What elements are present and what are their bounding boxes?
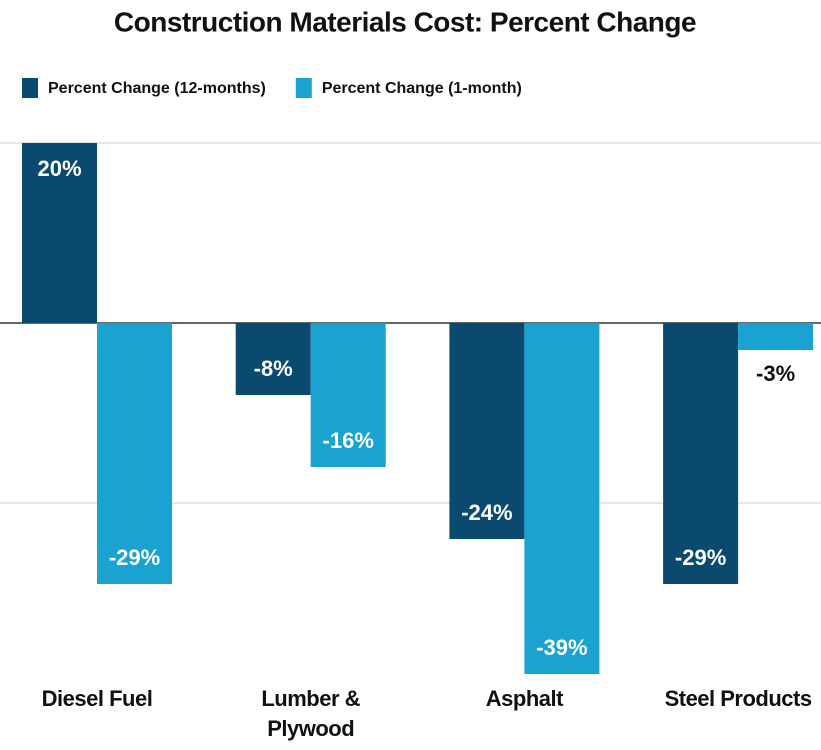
value-label: 20% bbox=[37, 156, 81, 181]
bar bbox=[97, 323, 172, 584]
bar bbox=[22, 143, 97, 323]
x-tick-label: Steel Products bbox=[664, 686, 813, 711]
value-label: -16% bbox=[323, 428, 374, 453]
x-tick-label: Lumber & Plywood bbox=[261, 686, 361, 741]
x-tick-label: Asphalt bbox=[485, 686, 564, 711]
bar bbox=[738, 323, 814, 350]
chart-title: Construction Materials Cost: Percent Cha… bbox=[114, 6, 696, 37]
legend-swatch bbox=[295, 78, 312, 98]
x-tick-label: Diesel Fuel bbox=[41, 686, 153, 711]
value-label: -39% bbox=[536, 635, 587, 660]
value-label: -8% bbox=[254, 356, 293, 381]
legend-label: Percent Change (12-months) bbox=[48, 80, 266, 97]
bar bbox=[449, 323, 525, 539]
legend-swatch bbox=[22, 78, 38, 98]
value-label: -29% bbox=[675, 545, 726, 570]
bar bbox=[524, 323, 600, 674]
bar bbox=[663, 323, 739, 584]
value-label: -3% bbox=[756, 361, 795, 386]
legend-label: Percent Change (1-month) bbox=[322, 80, 522, 97]
value-label: -24% bbox=[461, 500, 512, 525]
bar bbox=[235, 323, 311, 395]
value-label: -29% bbox=[109, 545, 160, 570]
bar bbox=[310, 323, 386, 467]
